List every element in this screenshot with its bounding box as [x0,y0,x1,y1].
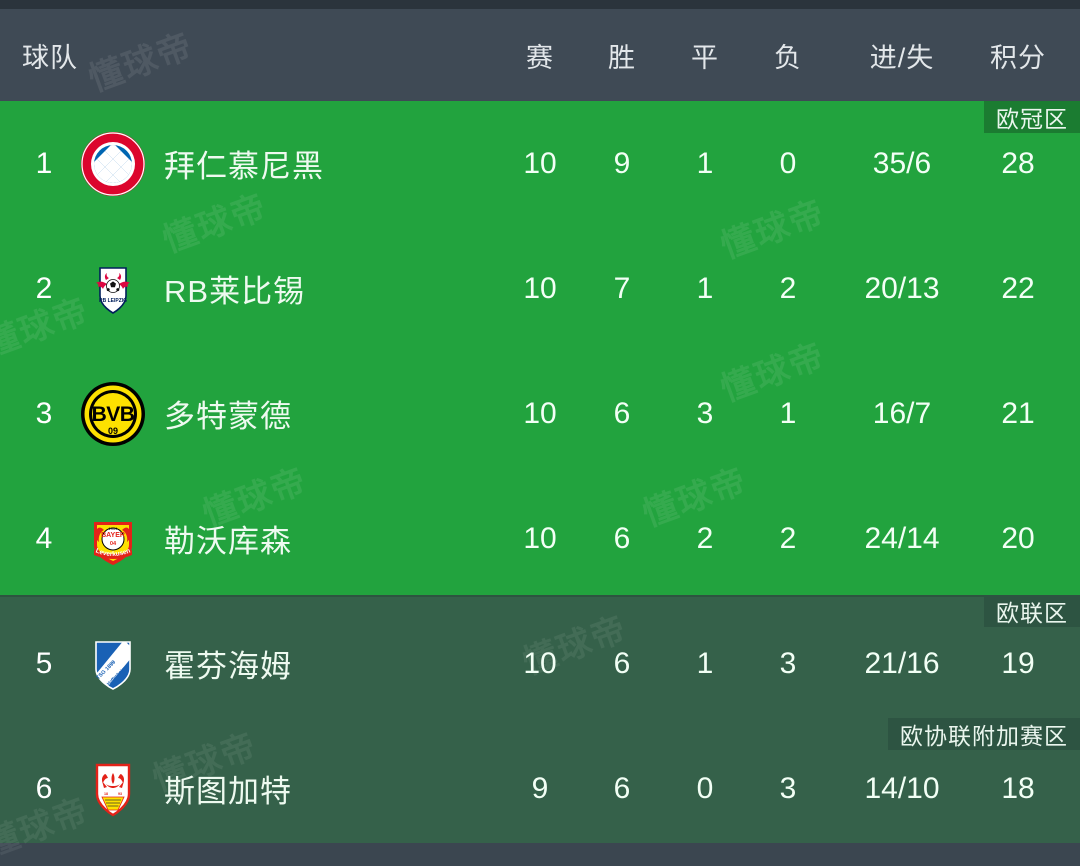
row-rank: 5 [22,601,66,726]
row-goals: 21/16 [828,601,976,726]
table-row[interactable]: 6 18 93 斯图加特 9 6 0 3 [0,726,1080,851]
row-points: 22 [978,226,1058,351]
row-lost: 2 [748,476,828,601]
row-team-name[interactable]: 拜仁慕尼黑 [164,101,324,226]
row-lost: 1 [748,351,828,476]
row-team-name[interactable]: RB莱比锡 [164,226,305,351]
svg-text:BVB: BVB [92,403,135,426]
row-played: 10 [500,351,580,476]
row-played: 10 [500,226,580,351]
row-drawn: 2 [665,476,745,601]
row-won: 6 [582,476,662,601]
row-played: 10 [500,601,580,726]
row-goals: 16/7 [828,351,976,476]
table-row[interactable]: 5 TSG 1899 Hoffenheim 霍芬海姆 10 6 1 3 21/1… [0,601,1080,726]
row-points: 18 [978,726,1058,851]
table-row[interactable]: 3 BVB 09 多特蒙德 10 6 3 1 16/7 21 [0,351,1080,476]
row-team-name[interactable]: 霍芬海姆 [164,601,292,726]
row-drawn: 1 [665,601,745,726]
table-row[interactable]: 4 BAYER 04 Leverkusen 1904 勒沃库森 10 6 2 2… [0,476,1080,601]
row-won: 6 [582,726,662,851]
svg-text:18: 18 [104,792,108,796]
row-drawn: 0 [665,726,745,851]
bayer-leverkusen-crest: BAYER 04 Leverkusen 1904 [80,506,146,572]
column-header-won[interactable]: 胜 [582,9,662,101]
table-row[interactable]: 2 RB LEIPZIG RB莱比锡 10 7 1 2 20/13 22 [0,226,1080,351]
hoffenheim-crest: TSG 1899 Hoffenheim [80,631,146,697]
table-header: 球队 赛 胜 平 负 进/失 积分 懂球帝 [0,9,1080,101]
row-lost: 3 [748,601,828,726]
svg-text:93: 93 [118,792,122,796]
column-header-goals[interactable]: 进/失 [828,9,976,101]
row-rank: 4 [22,476,66,601]
row-points: 21 [978,351,1058,476]
row-drawn: 1 [665,101,745,226]
row-points: 28 [978,101,1058,226]
row-goals: 20/13 [828,226,976,351]
row-team-name[interactable]: 斯图加特 [164,726,292,851]
row-won: 9 [582,101,662,226]
svg-text:RB LEIPZIG: RB LEIPZIG [99,298,127,304]
column-header-team[interactable]: 球队 [22,9,222,101]
row-lost: 0 [748,101,828,226]
row-points: 20 [978,476,1058,601]
row-team-name[interactable]: 勒沃库森 [164,476,292,601]
row-won: 6 [582,601,662,726]
row-goals: 35/6 [828,101,976,226]
row-lost: 3 [748,726,828,851]
column-header-played[interactable]: 赛 [500,9,580,101]
row-lost: 2 [748,226,828,351]
row-goals: 14/10 [828,726,976,851]
row-played: 10 [500,101,580,226]
row-rank: 2 [22,226,66,351]
row-rank: 3 [22,351,66,476]
svg-text:04: 04 [110,541,117,547]
svg-text:1904: 1904 [109,526,119,531]
rb-leipzig-crest: RB LEIPZIG [80,256,146,322]
row-rank: 1 [22,101,66,226]
row-won: 6 [582,351,662,476]
column-header-lost[interactable]: 负 [748,9,828,101]
row-drawn: 1 [665,226,745,351]
svg-text:09: 09 [108,426,118,436]
svg-text:BAYER: BAYER [101,532,125,539]
row-rank: 6 [22,726,66,851]
row-goals: 24/14 [828,476,976,601]
column-header-points[interactable]: 积分 [978,9,1058,101]
row-drawn: 3 [665,351,745,476]
bayern-munich-crest: FC BAYERN MÜNCHEN [80,131,146,197]
row-team-name[interactable]: 多特蒙德 [164,351,292,476]
row-played: 10 [500,476,580,601]
table-row[interactable]: 1 FC BAYERN [0,101,1080,226]
row-won: 7 [582,226,662,351]
status-bar [0,0,1080,9]
column-header-drawn[interactable]: 平 [665,9,745,101]
borussia-dortmund-crest: BVB 09 [80,381,146,447]
row-points: 19 [978,601,1058,726]
row-played: 9 [500,726,580,851]
vfb-stuttgart-crest: 18 93 [80,756,146,822]
